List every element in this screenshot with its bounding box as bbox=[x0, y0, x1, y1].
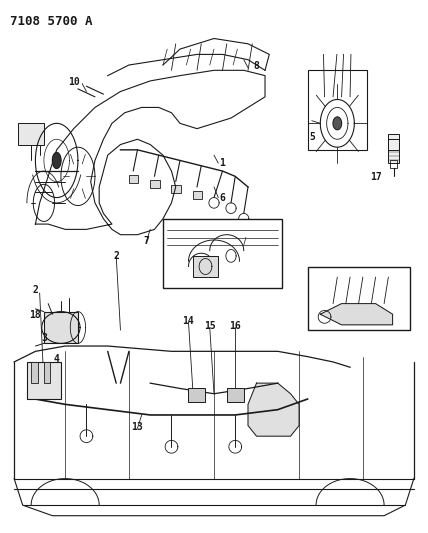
Bar bbox=[308, 70, 367, 150]
Bar bbox=[172, 185, 181, 193]
Bar bbox=[390, 160, 397, 168]
Text: 3: 3 bbox=[41, 333, 47, 343]
Text: 17: 17 bbox=[370, 172, 381, 182]
Bar bbox=[18, 123, 44, 144]
Bar bbox=[150, 180, 160, 188]
Text: 11: 11 bbox=[217, 276, 229, 286]
Bar bbox=[44, 312, 78, 343]
Polygon shape bbox=[248, 383, 299, 436]
Polygon shape bbox=[52, 152, 61, 168]
Polygon shape bbox=[320, 304, 392, 325]
Bar bbox=[44, 362, 50, 383]
Bar bbox=[308, 266, 410, 330]
Text: 9: 9 bbox=[347, 290, 353, 301]
Text: 12: 12 bbox=[242, 231, 254, 241]
Bar bbox=[388, 139, 399, 150]
Bar bbox=[193, 191, 202, 199]
Text: 16: 16 bbox=[229, 321, 241, 331]
Text: 8: 8 bbox=[253, 61, 259, 71]
Text: 1: 1 bbox=[220, 158, 226, 168]
Text: 7: 7 bbox=[143, 236, 149, 246]
Text: 15: 15 bbox=[204, 321, 216, 331]
Bar bbox=[227, 389, 244, 402]
Text: 5: 5 bbox=[309, 132, 315, 142]
Text: 2: 2 bbox=[33, 285, 39, 295]
Text: 13: 13 bbox=[131, 422, 143, 432]
Text: 6: 6 bbox=[220, 192, 226, 203]
Text: 4: 4 bbox=[54, 354, 59, 364]
Text: 7108 5700 A: 7108 5700 A bbox=[10, 14, 92, 28]
Text: 10: 10 bbox=[68, 77, 80, 87]
Bar bbox=[27, 362, 61, 399]
Text: 14: 14 bbox=[183, 316, 194, 326]
Bar bbox=[129, 175, 138, 183]
Bar bbox=[388, 134, 399, 163]
Polygon shape bbox=[333, 117, 342, 130]
Text: 18: 18 bbox=[30, 310, 41, 320]
Bar bbox=[31, 362, 38, 383]
Bar bbox=[163, 219, 282, 288]
Text: 2: 2 bbox=[113, 251, 119, 261]
Bar bbox=[193, 256, 218, 277]
Bar bbox=[188, 389, 205, 402]
